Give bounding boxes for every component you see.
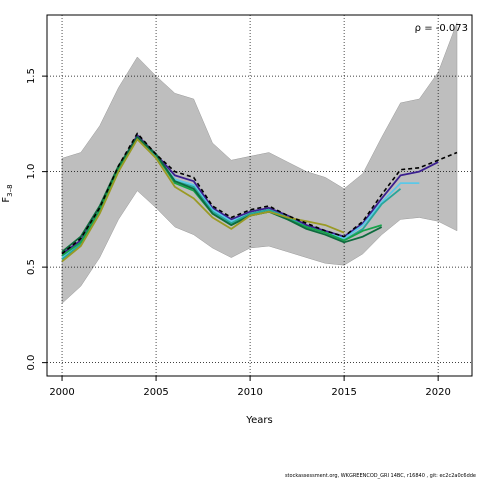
y-tick-label: 1.5 <box>26 68 37 84</box>
x-tick-label: 2015 <box>331 387 356 398</box>
series-line-0 <box>61 132 458 255</box>
y-axis: 0.0 0.5 1.0 1.5 <box>26 68 47 371</box>
y-axis-title: F3–8 <box>1 184 14 202</box>
y-tick-label: 0.5 <box>26 259 37 275</box>
x-tick-label: 2005 <box>143 387 168 398</box>
x-tick-label: 2000 <box>49 387 74 398</box>
footer-credit: stockassessment.org, WKGREENCOD_GRI 14BC… <box>284 473 476 479</box>
x-axis: 2000 2005 2010 2015 2020 <box>49 376 451 398</box>
plot-frame <box>46 14 473 377</box>
grid <box>47 15 472 376</box>
x-tick-label: 2010 <box>237 387 262 398</box>
y-tick-label: 1.0 <box>26 164 37 180</box>
x-axis-title: Years <box>245 415 272 426</box>
x-tick-label: 2020 <box>425 387 450 398</box>
series-lines <box>61 132 458 263</box>
correlation-annotation: ρ = -0.073 <box>415 23 468 34</box>
y-tick-label: 0.0 <box>26 355 37 371</box>
